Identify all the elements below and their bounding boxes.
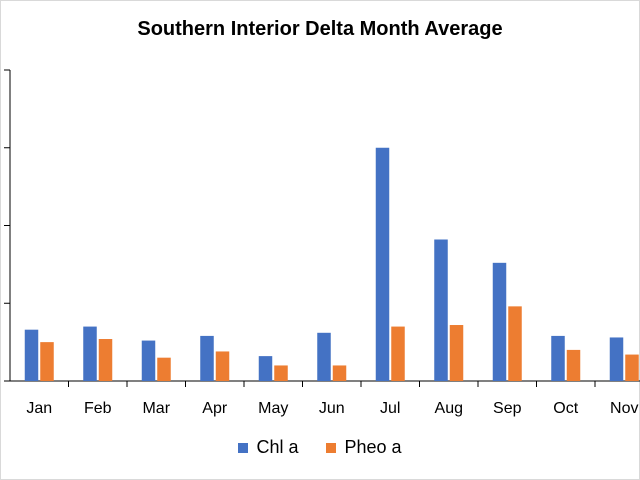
x-tick-label: Oct bbox=[553, 400, 578, 417]
x-tick-label: Mar bbox=[142, 400, 170, 417]
x-tick-label: May bbox=[258, 400, 288, 417]
bar-chl-a bbox=[317, 332, 331, 381]
bar-chl-a bbox=[434, 239, 448, 381]
legend-swatch-chl bbox=[238, 442, 249, 453]
bar-chl-a bbox=[24, 329, 39, 381]
x-tick-label: Jan bbox=[26, 400, 52, 417]
chart-legend: Chl a Pheo a bbox=[0, 437, 640, 458]
bar-pheo-a bbox=[332, 365, 347, 381]
x-tick-label: Sep bbox=[493, 400, 522, 417]
x-tick-label: Apr bbox=[202, 400, 228, 417]
bar-pheo-a bbox=[157, 357, 171, 381]
legend-swatch-pheo bbox=[326, 442, 337, 453]
x-tick-label: Jul bbox=[380, 400, 400, 417]
bar-chl-a bbox=[141, 340, 156, 381]
x-tick-label: Jun bbox=[319, 400, 345, 417]
bar-pheo-a bbox=[274, 365, 288, 381]
bar-chl-a bbox=[200, 335, 214, 381]
bar-pheo-a bbox=[449, 325, 464, 381]
bar-chl-a bbox=[609, 337, 624, 381]
bar-pheo-a bbox=[40, 342, 54, 381]
legend-label-chl: Chl a bbox=[256, 437, 299, 457]
legend-label-pheo: Pheo a bbox=[344, 437, 402, 457]
bar-chl-a bbox=[258, 356, 273, 381]
chart-title: Southern Interior Delta Month Average bbox=[137, 18, 503, 40]
bar-pheo-a bbox=[566, 349, 581, 381]
bar-chl-a bbox=[551, 335, 565, 381]
legend-item-pheo: Pheo a bbox=[326, 437, 402, 458]
bar-pheo-a bbox=[98, 339, 113, 381]
bar-pheo-a bbox=[508, 306, 522, 381]
x-tick-label: Feb bbox=[84, 400, 112, 417]
x-tick-label: Aug bbox=[435, 400, 463, 417]
bar-pheo-a bbox=[391, 326, 405, 381]
bar-chl-a bbox=[83, 326, 97, 381]
x-tick-label: Nov bbox=[610, 400, 638, 417]
bar-chl-a bbox=[375, 147, 390, 381]
legend-item-chl: Chl a bbox=[238, 437, 298, 458]
bar-chl-a bbox=[492, 262, 507, 381]
bar-pheo-a bbox=[625, 354, 639, 381]
bar-pheo-a bbox=[215, 351, 230, 381]
